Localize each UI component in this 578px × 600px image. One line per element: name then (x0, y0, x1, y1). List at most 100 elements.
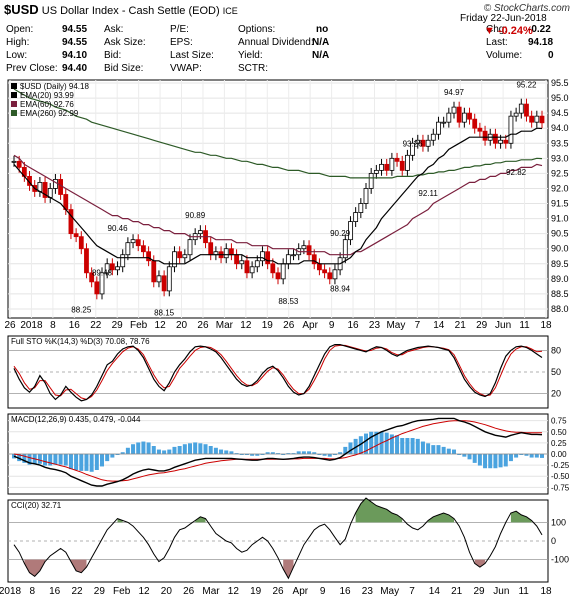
candle (306, 245, 312, 256)
macd-histogram-bar (151, 446, 156, 454)
high-value: 94.55 (62, 37, 88, 48)
macd-histogram-bar (58, 454, 63, 465)
macd-histogram-bar (250, 454, 255, 456)
bottom-x-tick: 21 (451, 586, 463, 597)
candle (322, 269, 327, 274)
sto-legend: Full STO %K(14,3) %D(3) 70.08, 78.76 (11, 337, 150, 346)
candle (456, 106, 462, 123)
bottom-x-tick: 16 (49, 586, 61, 597)
candle (275, 272, 281, 280)
macd-histogram-bar (172, 446, 177, 454)
stats-table: Open: 94.55 High: 94.55 Low: 94.10 Prev … (0, 24, 578, 76)
bottom-x-tick: 16 (339, 586, 351, 597)
macd-histogram-bar (327, 454, 332, 457)
macd-histogram-bar (162, 450, 167, 454)
price-annotation: 90.89 (185, 211, 206, 220)
candle (529, 115, 535, 123)
last-label: Last: (486, 37, 508, 48)
sto-k-line (13, 344, 543, 402)
candle (120, 254, 126, 268)
candle (172, 251, 177, 268)
ema60-line (13, 154, 543, 256)
bid-label: Bid: (104, 50, 122, 61)
macd-histogram-bar (53, 454, 58, 465)
candle (405, 154, 410, 171)
macd-histogram-bar (146, 442, 151, 454)
candle (446, 112, 452, 123)
price-x-tick: 9 (329, 320, 335, 331)
bottom-x-tick: 14 (429, 586, 441, 597)
macd-histogram-bar (508, 454, 513, 462)
macd-histogram-bar (348, 442, 353, 454)
last-size-label: Last Size: (170, 50, 214, 61)
price-y-tick: 90.0 (551, 244, 569, 254)
open-value: 94.55 (62, 24, 88, 35)
macd-histogram-bar (255, 454, 260, 456)
candle (518, 103, 524, 114)
candle (187, 239, 193, 256)
candle (399, 160, 405, 171)
ask-label: Ask: (104, 24, 124, 35)
candle (379, 163, 384, 171)
macd-histogram-bar (540, 454, 544, 458)
candle (461, 112, 467, 123)
macd-y-tick: 0.50 (551, 428, 567, 437)
macd-histogram-bar (301, 451, 306, 454)
yield-label: Yield: (238, 50, 263, 61)
price-x-tick: 26 (197, 320, 209, 331)
macd-histogram-bar (384, 432, 389, 454)
price-x-tick: 21 (455, 320, 467, 331)
price-x-tick: 14 (433, 320, 445, 331)
macd-histogram-bar (281, 454, 286, 455)
macd-histogram-bar (534, 454, 539, 458)
bottom-x-tick: 20 (161, 586, 173, 597)
candle (146, 251, 151, 262)
price-annotation: 88.53 (278, 297, 299, 306)
bottom-x-tick: 12 (138, 586, 150, 597)
candle (16, 160, 22, 168)
candle (327, 272, 333, 280)
legend-swatch (11, 92, 17, 98)
candle (229, 248, 234, 256)
candle (353, 212, 359, 222)
price-annotation: 90.29 (330, 229, 351, 238)
price-y-tick: 91.0 (551, 214, 569, 224)
candle (254, 260, 260, 268)
candle (493, 133, 498, 144)
high-label: High: (6, 37, 30, 48)
cci-overbought-area (428, 513, 454, 523)
cci-legend: CCI(20) 32.71 (11, 501, 62, 510)
price-y-tick: 91.5 (551, 199, 569, 209)
price-x-tick: Jun (495, 320, 511, 331)
macd-histogram-bar (270, 452, 275, 454)
price-y-tick: 89.5 (551, 259, 569, 269)
bottom-x-tick: 29 (94, 586, 106, 597)
bottom-x-tick: 26 (272, 586, 284, 597)
candle (84, 248, 89, 274)
chg-label: Chg: (486, 24, 508, 35)
cci-overbought-area (355, 498, 403, 523)
candle (53, 179, 58, 189)
macd-histogram-bar (446, 448, 451, 454)
macd-histogram-bar (193, 442, 198, 454)
macd-histogram-bar (503, 454, 508, 467)
price-annotation: 88.25 (71, 305, 92, 314)
macd-histogram-bar (244, 454, 249, 455)
macd-histogram-bar (224, 450, 229, 454)
bottom-x-tick: 26 (183, 586, 195, 597)
cci-oversold-area (283, 559, 294, 579)
macd-histogram-bar (312, 452, 317, 454)
macd-legend: MACD(12,26,9) 0.435, 0.479, -0.044 (11, 415, 141, 424)
cci-overbought-area (510, 511, 532, 523)
price-y-tick: 88.0 (551, 304, 569, 314)
candle (477, 127, 483, 132)
price-annotation: 89.48 (92, 268, 113, 277)
price-x-tick: Apr (302, 320, 318, 331)
bottom-x-tick: 8 (30, 586, 36, 597)
dividend-label: Annual Dividend: (238, 37, 314, 48)
price-y-tick: 89.0 (551, 274, 569, 284)
price-x-tick: 8 (50, 320, 56, 331)
volume-value: 0 (548, 50, 554, 61)
price-annotation: 88.15 (154, 308, 175, 317)
candle (425, 139, 431, 147)
